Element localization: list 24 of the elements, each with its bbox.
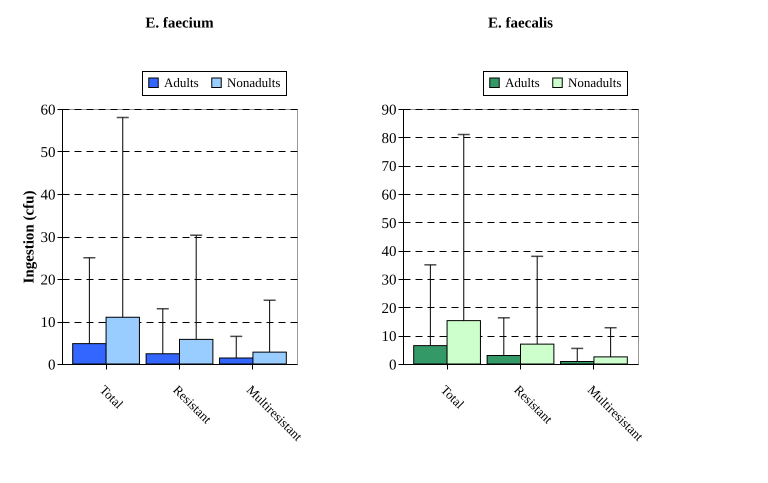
y-tick-label: 0 [389,358,396,374]
chart-title: E. faecium [145,16,214,32]
y-tick-label: 80 [382,130,396,147]
y-tick-label: 60 [40,102,56,118]
y-tick-label: 40 [40,188,56,204]
legend-label: Adults [164,74,199,90]
y-axis-title: Ingestion (cfu) [22,190,38,284]
y-tick-label: 70 [382,159,396,176]
legend-label: Nonadults [568,74,622,90]
legend-label: Adults [505,74,540,90]
y-tick-label: 20 [382,300,396,317]
y-tick-label: 10 [40,315,56,331]
y-tick-label: 30 [40,230,56,246]
y-tick-label: 20 [40,272,56,288]
y-tick-label: 40 [382,244,396,260]
chart-title: E. faecalis [488,16,554,32]
y-tick-label: 30 [382,272,396,288]
y-tick-label: 60 [382,188,396,204]
y-tick-label: 90 [382,102,396,118]
legend-label: Nonadults [227,74,280,90]
y-tick-label: 50 [382,216,396,232]
y-tick-label: 0 [48,358,56,374]
y-tick-label: 10 [382,329,396,346]
y-tick-label: 50 [40,145,56,161]
